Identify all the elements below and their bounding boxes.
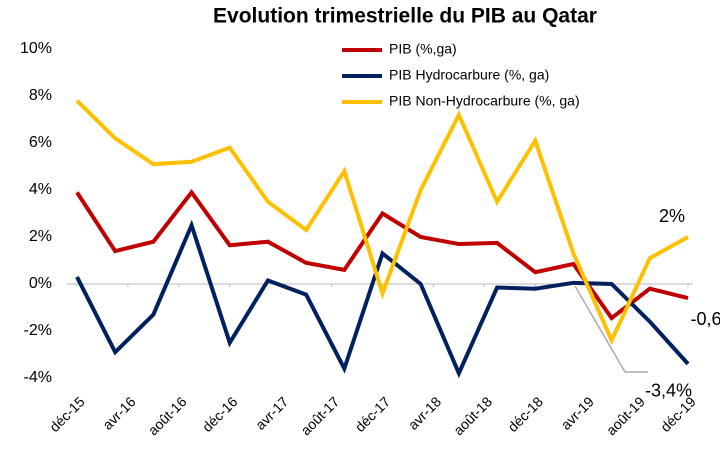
x-tick-label: août-19 — [603, 393, 648, 438]
y-tick-label: 10% — [20, 40, 52, 57]
x-tick-label: avr-19 — [558, 393, 598, 433]
y-tick-label: 0% — [29, 275, 52, 292]
y-tick-label: 4% — [29, 181, 52, 198]
y-tick-label: 6% — [29, 134, 52, 151]
x-tick-label: août-18 — [450, 393, 495, 438]
x-tick-label: déc-17 — [352, 393, 394, 435]
legend-label: PIB (%,ga) — [389, 41, 457, 57]
x-tick-label: avr-17 — [252, 393, 292, 433]
y-tick-label: 8% — [29, 87, 52, 104]
leader-line — [574, 285, 648, 373]
annotation: -0,6% — [690, 309, 720, 329]
x-tick-label: déc-16 — [199, 393, 241, 435]
x-tick-label: avr-18 — [405, 393, 445, 433]
y-tick-label: -4% — [24, 369, 52, 386]
y-tick-label: -2% — [24, 322, 52, 339]
legend-label: PIB Non-Hydrocarbure (%, ga) — [389, 93, 580, 109]
chart-title: Evolution trimestrielle du PIB au Qatar — [213, 5, 597, 28]
series-line — [75, 99, 689, 346]
annotation: 2% — [659, 206, 685, 226]
annotation: -3,4% — [645, 381, 692, 401]
x-tick-label: déc-15 — [46, 393, 88, 435]
y-tick-label: 2% — [29, 228, 52, 245]
x-tick-label: août-17 — [297, 393, 342, 438]
legend-label: PIB Hydrocarbure (%, ga) — [389, 67, 549, 83]
x-tick-label: août-16 — [145, 393, 190, 438]
x-tick-label: déc-18 — [504, 393, 546, 435]
x-tick-label: avr-16 — [99, 393, 139, 433]
